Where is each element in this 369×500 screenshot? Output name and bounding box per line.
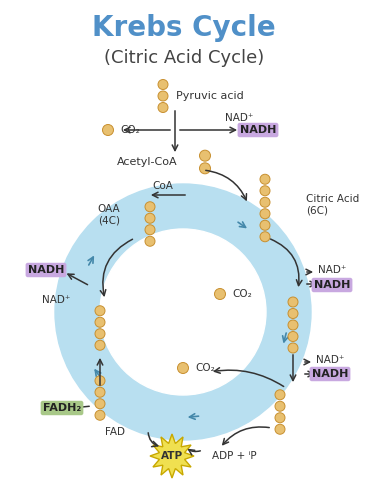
Text: CO₂: CO₂ — [232, 289, 252, 299]
Circle shape — [275, 413, 285, 423]
Circle shape — [95, 399, 105, 409]
Circle shape — [95, 306, 105, 316]
Circle shape — [177, 362, 189, 374]
Circle shape — [260, 186, 270, 196]
Circle shape — [145, 202, 155, 212]
Circle shape — [260, 232, 270, 242]
Text: NADH: NADH — [314, 280, 350, 290]
Circle shape — [260, 174, 270, 184]
Text: Krebs Cycle: Krebs Cycle — [92, 14, 276, 42]
Circle shape — [95, 410, 105, 420]
Circle shape — [55, 184, 311, 440]
Polygon shape — [150, 434, 194, 478]
Text: OAA
(4C): OAA (4C) — [97, 204, 120, 226]
Text: FAD: FAD — [105, 427, 125, 437]
Circle shape — [95, 340, 105, 350]
Circle shape — [288, 297, 298, 307]
Circle shape — [158, 91, 168, 101]
Circle shape — [100, 229, 266, 395]
Text: NAD⁺: NAD⁺ — [318, 265, 346, 275]
Circle shape — [95, 387, 105, 397]
Circle shape — [145, 213, 155, 223]
Text: NAD⁺: NAD⁺ — [316, 355, 344, 365]
Text: Pyruvic acid: Pyruvic acid — [176, 91, 244, 101]
Text: Citric Acid
(6C): Citric Acid (6C) — [306, 194, 359, 216]
Text: NAD⁺: NAD⁺ — [225, 113, 254, 123]
Circle shape — [200, 163, 210, 174]
Circle shape — [158, 102, 168, 113]
Text: FADH₂: FADH₂ — [43, 403, 81, 413]
Circle shape — [95, 376, 105, 386]
Text: Acetyl-CoA: Acetyl-CoA — [117, 157, 178, 167]
Circle shape — [288, 332, 298, 342]
Text: NADH: NADH — [312, 369, 348, 379]
Circle shape — [95, 329, 105, 339]
Circle shape — [260, 209, 270, 219]
Circle shape — [200, 150, 210, 161]
Text: NADH: NADH — [240, 125, 276, 135]
Circle shape — [145, 225, 155, 235]
Text: ATP: ATP — [161, 451, 183, 461]
Circle shape — [158, 80, 168, 90]
Circle shape — [275, 424, 285, 434]
Text: NADH: NADH — [28, 265, 64, 275]
Circle shape — [260, 197, 270, 207]
Circle shape — [95, 318, 105, 327]
Circle shape — [275, 401, 285, 411]
Text: ADP + ⁱP: ADP + ⁱP — [212, 451, 256, 461]
Circle shape — [275, 390, 285, 400]
Circle shape — [145, 236, 155, 246]
Circle shape — [288, 320, 298, 330]
Circle shape — [214, 288, 225, 300]
Text: CO₂: CO₂ — [120, 125, 140, 135]
Text: CO₂: CO₂ — [195, 363, 215, 373]
Circle shape — [103, 124, 114, 136]
Circle shape — [288, 308, 298, 318]
Text: NAD⁺: NAD⁺ — [42, 295, 70, 305]
Circle shape — [288, 343, 298, 353]
Text: CoA: CoA — [152, 181, 173, 191]
Text: (Citric Acid Cycle): (Citric Acid Cycle) — [104, 49, 264, 67]
Circle shape — [260, 220, 270, 230]
